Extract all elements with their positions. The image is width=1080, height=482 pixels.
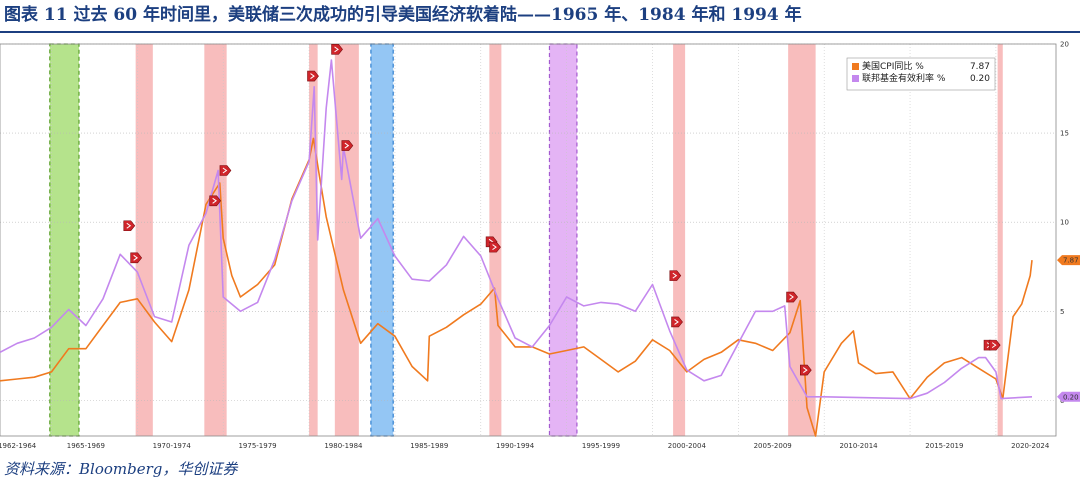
event-marker-2: [209, 195, 222, 207]
event-marker-arrow-12: [803, 367, 808, 373]
x-tick-label: 1990-1994: [496, 442, 535, 450]
event-marker-1: [130, 252, 143, 264]
soft-landing-band-2: [548, 43, 578, 437]
legend-swatch-1: [852, 75, 859, 82]
x-tick-label: 1985-1989: [410, 442, 448, 450]
x-tick-label: 2000-2004: [668, 442, 707, 450]
series-line-0: [0, 137, 1033, 437]
x-tick-label: 2015-2019: [925, 442, 963, 450]
x-tick-label: 2010-2014: [839, 442, 878, 450]
event-marker-10: [671, 316, 683, 328]
event-marker-arrow-2: [212, 197, 217, 204]
recession-band-10: [997, 44, 1003, 436]
event-marker-0: [123, 220, 136, 232]
event-marker-arrow-10: [674, 319, 679, 325]
event-marker-4: [307, 70, 319, 82]
event-marker-8: [489, 241, 501, 253]
legend-label-0: 美国CPI同比 %: [862, 60, 924, 72]
event-marker-arrow-0: [126, 222, 132, 229]
soft-landing-band-0: [49, 43, 80, 437]
legend-swatch-0: [852, 63, 859, 70]
x-tick-label: 1970-1974: [153, 442, 192, 450]
x-tick-label: 1965-1969: [67, 442, 105, 450]
recession-band-5: [309, 44, 318, 436]
event-marker-14: [988, 339, 1001, 351]
axes-layer: 051015201962-19641965-19691970-19741975-…: [0, 41, 1080, 450]
y-tick-label: 20: [1060, 41, 1069, 49]
legend-box: [846, 57, 996, 91]
soft-landing-band-1: [370, 43, 394, 437]
event-marker-3: [219, 165, 232, 176]
event-marker-5: [331, 44, 343, 55]
event-marker-arrow-11: [789, 294, 794, 300]
source-note: 资料来源：Bloomberg，华创证券: [4, 460, 238, 478]
event-marker-arrow-8: [492, 244, 497, 251]
x-tick-label: 1980-1984: [324, 442, 363, 450]
gridlines-layer: [0, 43, 1056, 436]
markers-layer: [123, 44, 1001, 376]
series-layer: [0, 59, 1033, 437]
legend-value-1: 0.20: [970, 74, 990, 84]
recession-band-9: [788, 44, 816, 436]
legend: 美国CPI同比 % 7.87 联邦基金有效利率 % 0.20: [846, 57, 996, 91]
x-tick-label: 1962-1964: [0, 442, 37, 450]
event-marker-11: [786, 291, 798, 303]
event-marker-arrow-9: [672, 272, 678, 279]
last-value-tag-0: [1057, 255, 1080, 266]
event-marker-9: [669, 270, 682, 281]
event-marker-arrow-1: [133, 254, 139, 261]
event-marker-arrow-14: [991, 342, 997, 349]
shaded-periods-layer: [49, 43, 1003, 437]
title-rule: [0, 31, 1080, 33]
y-tick-label: 10: [1060, 219, 1069, 227]
plot-frame: [0, 43, 1057, 437]
last-value-tag-1: [1057, 391, 1080, 402]
x-tick-label: 1995-1999: [582, 442, 620, 450]
last-value-label-0: 7.87: [1063, 257, 1079, 265]
x-tick-label: 1975-1979: [238, 442, 276, 450]
last-value-label-1: 0.20: [1063, 393, 1079, 401]
event-marker-arrow-6: [344, 142, 350, 149]
legend-value-0: 7.87: [970, 62, 990, 72]
event-marker-arrow-5: [334, 46, 339, 53]
recession-band-8: [673, 44, 686, 436]
series-line-1: [0, 59, 1033, 400]
event-marker-6: [341, 140, 354, 151]
chart: 051015201962-19641965-19691970-19741975-…: [0, 41, 1080, 450]
x-tick-label: 2020-2024: [1011, 442, 1050, 450]
figure-title: 图表 11 过去 60 年时间里，美联储三次成功的引导美国经济软着陆——1965…: [4, 5, 802, 25]
recession-band-6: [334, 44, 359, 436]
legend-label-1: 联邦基金有效利率 %: [862, 72, 946, 84]
y-tick-label: 5: [1060, 308, 1064, 316]
event-marker-12: [800, 364, 812, 376]
y-tick-label: 15: [1060, 130, 1069, 138]
recession-band-4: [204, 44, 227, 436]
event-marker-arrow-3: [222, 167, 228, 174]
x-tick-label: 2005-2009: [754, 442, 792, 450]
recession-band-3: [135, 44, 153, 436]
event-marker-arrow-4: [310, 73, 315, 79]
